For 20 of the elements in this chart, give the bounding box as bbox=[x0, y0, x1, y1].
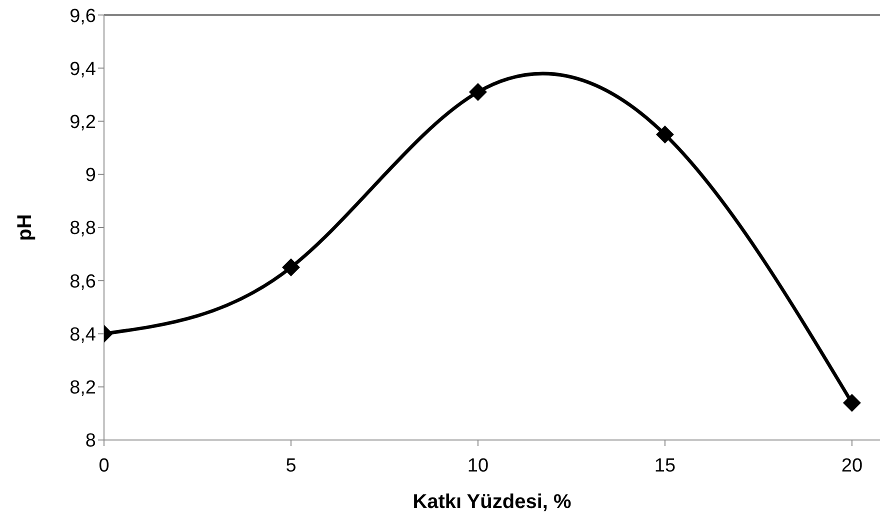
x-tick-label: 10 bbox=[467, 455, 489, 476]
point bbox=[842, 394, 861, 412]
x-tick-label: 0 bbox=[98, 455, 110, 476]
y-tick-label: 8 bbox=[85, 430, 96, 452]
x-tick-label: 20 bbox=[841, 455, 863, 476]
y-tick-label: 8,6 bbox=[70, 271, 96, 292]
point bbox=[468, 83, 487, 102]
x-axis-title: Katkı Yüzdesi, % bbox=[412, 491, 572, 513]
x-tick-label: 15 bbox=[654, 455, 676, 476]
point bbox=[656, 126, 674, 144]
y-tick-label: 8,2 bbox=[70, 378, 96, 399]
y-axis-title: pH bbox=[14, 214, 36, 241]
y-tick-label: 8,4 bbox=[70, 324, 96, 346]
y-tick-label: 9 bbox=[85, 165, 96, 186]
x-tick-label: 5 bbox=[286, 455, 296, 476]
y-tick-label: 8,8 bbox=[70, 218, 96, 240]
y-tick-label: 9,2 bbox=[70, 112, 96, 133]
y-tick-label: 9,6 bbox=[70, 6, 96, 27]
y-tick-label: 9,4 bbox=[70, 58, 96, 80]
point bbox=[282, 258, 300, 276]
